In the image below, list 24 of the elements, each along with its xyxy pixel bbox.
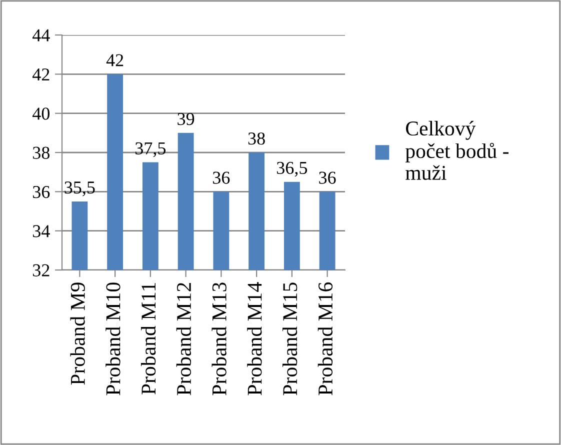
y-tick-label: 38: [33, 146, 50, 159]
y-tick-label: 34: [33, 225, 50, 238]
data-label: 42: [106, 54, 124, 66]
data-label: 35,5: [64, 181, 95, 196]
data-label: 36,5: [277, 162, 308, 177]
data-label: 38: [248, 132, 265, 145]
y-tick-label: 44: [32, 29, 50, 42]
x-tick-label: Proband M11: [140, 283, 156, 394]
y-tick-label: 32: [33, 264, 50, 276]
y-tick-label: 40: [32, 108, 50, 120]
y-tick-label: 42: [32, 68, 50, 80]
x-tick-label: Proband M15: [282, 282, 298, 396]
y-tick-label: 36: [33, 186, 50, 198]
x-tick-label: Proband M16: [318, 282, 333, 396]
x-tick-label: Proband M10: [106, 282, 120, 396]
data-label: 36: [319, 172, 336, 184]
data-label: 37,5: [136, 142, 166, 158]
legend-label: Celkový počet bodů - muži: [405, 120, 509, 180]
data-label: 39: [178, 112, 194, 126]
x-tick-label: Proband M9: [70, 282, 85, 385]
x-tick-label: Proband M13: [212, 282, 226, 396]
data-label: 36: [213, 172, 230, 184]
x-tick-label: Proband M12: [176, 282, 192, 396]
x-tick-label: Proband M14: [247, 282, 262, 396]
